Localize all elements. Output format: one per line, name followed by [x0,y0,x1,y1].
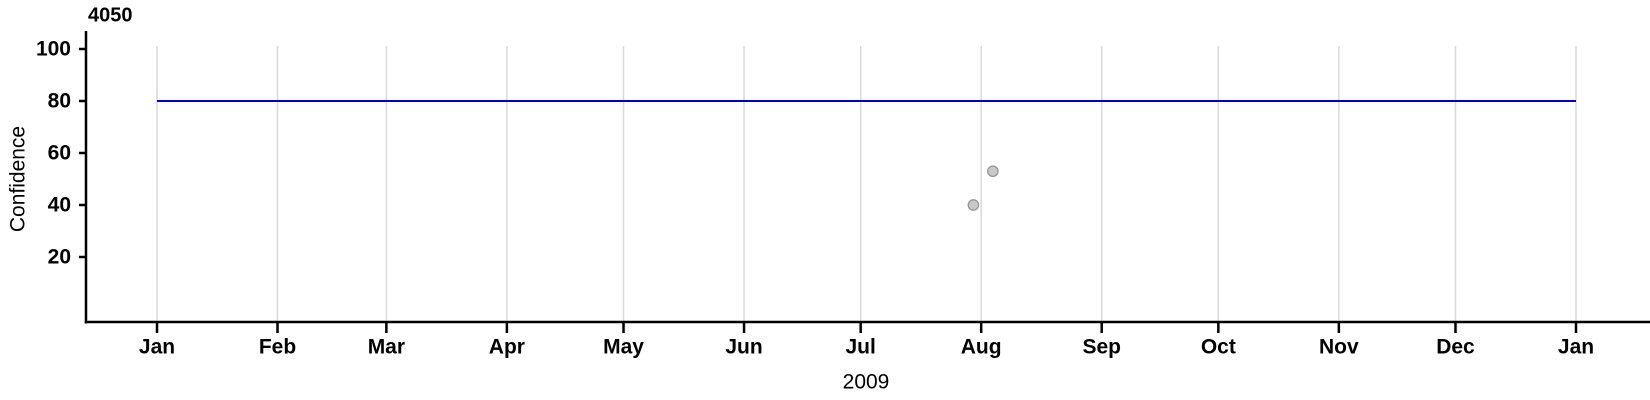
x-tick-label: Jul [845,336,875,359]
x-tick-label: Feb [259,336,296,359]
x-axis-ticks [155,323,1578,333]
data-point [986,165,999,178]
y-tick-label: 60 [48,142,71,165]
x-tick-label: Oct [1201,336,1236,359]
y-tick-label: 100 [36,38,71,61]
data-point [967,199,980,211]
y-tick-label: 40 [48,194,71,217]
x-tick-label: May [603,336,644,359]
y-axis-ticks [79,47,85,259]
x-tick-label: Mar [368,336,405,359]
x-tick-label: Dec [1436,336,1475,359]
x-tick-label: Aug [961,336,1002,359]
x-tick-label: Nov [1319,336,1359,359]
data-points [967,165,999,211]
y-axis-title: Confidence [7,126,30,232]
x-axis-title: 2009 [843,371,890,394]
x-tick-label: Jan [1558,336,1594,359]
x-tick-label: Jun [725,336,762,359]
x-tick-label: Jan [139,336,175,359]
y-tick-label: 80 [48,90,71,113]
x-tick-label: Apr [489,336,525,359]
y-axis-tick-labels: 20 40 60 80 100 [36,38,71,269]
month-gridlines [156,46,1577,321]
y-tick-label: 20 [48,246,71,269]
x-tick-label: Sep [1082,336,1121,359]
panel-title: 4050 [88,5,133,27]
x-axis-tick-labels: Jan Feb Mar Apr May Jun Jul Aug Sep Oct Nov Dec Jan [139,336,1594,359]
